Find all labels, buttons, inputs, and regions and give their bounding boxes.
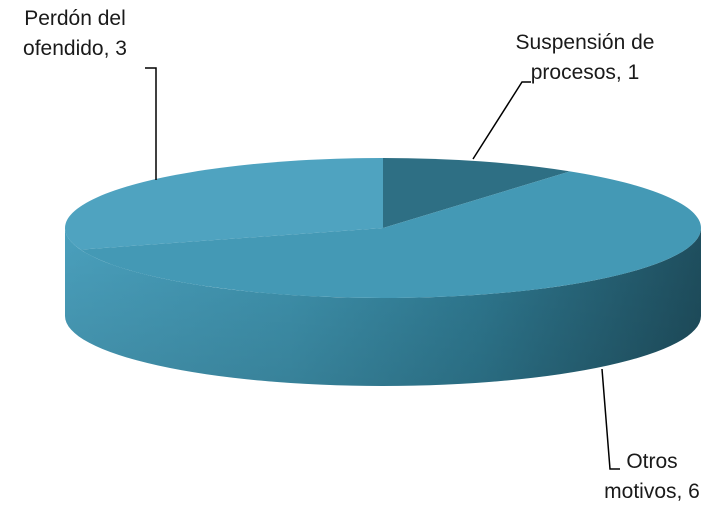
leader-line-otros [601,368,620,470]
slice-suspension [383,158,570,228]
pie-side-wall [65,228,701,386]
leader-lines [145,67,620,470]
data-label-suspension: Suspensión de procesos, 1 [515,31,655,84]
leader-line-suspension [472,81,531,160]
data-label-otros: Otros motivos, 6 [604,450,700,503]
pie-top [64,158,701,298]
leader-line-perdon [145,67,157,180]
slice-otros [80,171,701,298]
data-label-perdon: Perdón del ofendido, 3 [23,7,127,60]
pie-side-shade [65,228,701,386]
slice-perdon [64,158,383,250]
